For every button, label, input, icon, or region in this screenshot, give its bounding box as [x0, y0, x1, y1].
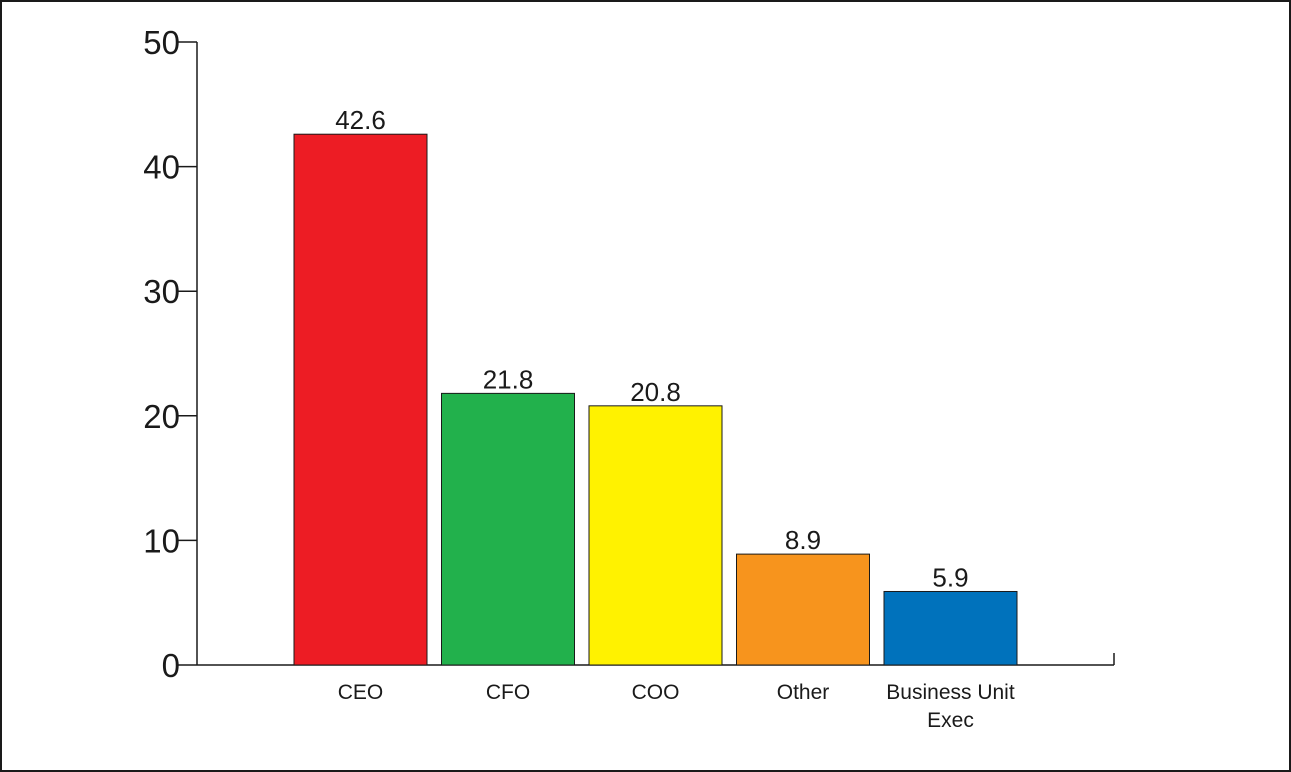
y-tick-label: 10 [143, 522, 180, 559]
category-label: CEO [338, 681, 384, 704]
bar-business-unit-exec [883, 590, 1018, 666]
y-tick-label: 40 [143, 149, 180, 186]
bar-other [736, 553, 870, 666]
category-label: Business Unit Exec [886, 681, 1015, 732]
data-label: 8.9 [785, 525, 821, 555]
bar-cfo [441, 392, 575, 666]
y-tick-label: 50 [143, 24, 180, 61]
data-label: 42.6 [335, 105, 386, 135]
data-label: 20.8 [630, 377, 681, 407]
bar-coo [588, 405, 723, 666]
labels: 42.6 CEO 21.8 CFO 20.8 COO 8.9 Other 5.9 Business… [335, 105, 1015, 732]
y-tick-label: 30 [143, 273, 180, 310]
category-label: Other [777, 681, 830, 704]
bar-ceo [293, 133, 428, 666]
category-label: CFO [486, 681, 530, 704]
y-tick-label: 0 [162, 647, 180, 684]
data-label: 21.8 [483, 364, 534, 394]
y-tick-label: 20 [143, 398, 180, 435]
category-label: COO [632, 681, 680, 704]
bars [293, 133, 1018, 666]
data-label: 5.9 [932, 562, 968, 592]
